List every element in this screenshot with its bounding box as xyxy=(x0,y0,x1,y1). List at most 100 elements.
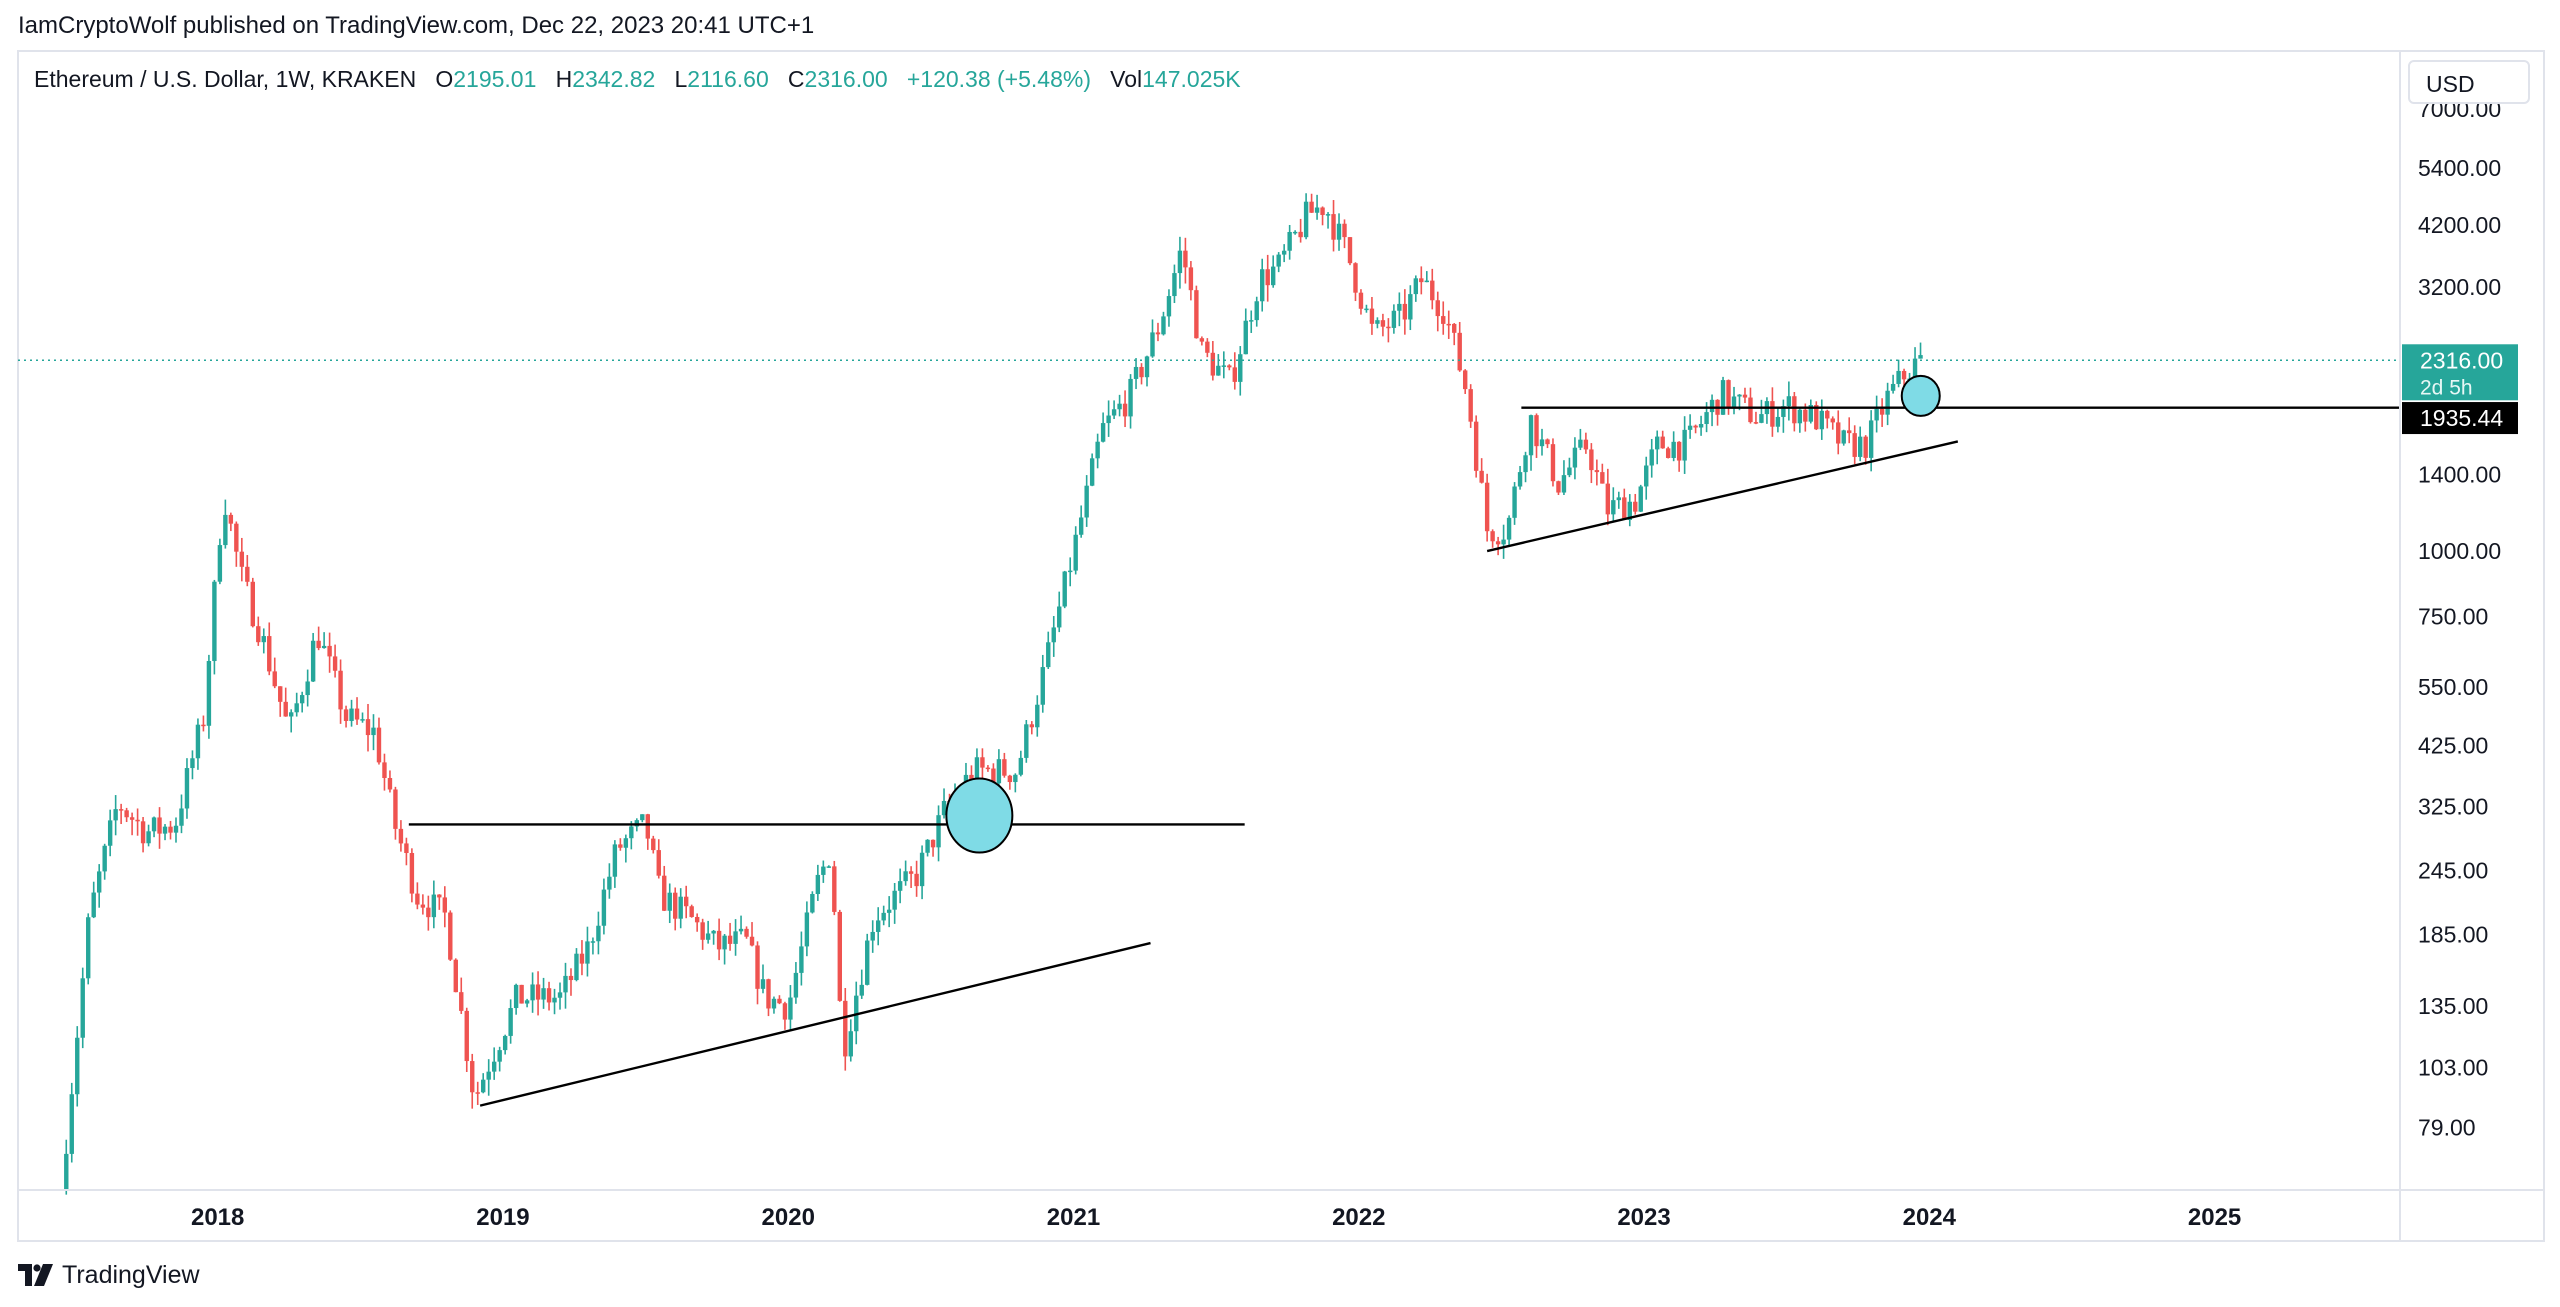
currency-button[interactable]: USD xyxy=(2408,60,2530,104)
candle-body xyxy=(1676,441,1682,461)
candle-body xyxy=(321,645,327,649)
candle-body xyxy=(491,1061,497,1072)
candle-body xyxy=(1375,320,1380,324)
candle-body xyxy=(925,839,930,853)
candle-body xyxy=(272,671,277,687)
candle-body xyxy=(1737,394,1742,397)
candle-body xyxy=(1808,405,1814,422)
candle-body xyxy=(508,1008,513,1036)
candle-body xyxy=(1468,389,1473,422)
candle-body xyxy=(201,724,206,727)
candle-body xyxy=(694,916,700,923)
candle-body xyxy=(365,719,371,736)
candle-body xyxy=(799,946,804,973)
candle-body xyxy=(1660,436,1665,449)
tradingview-brand[interactable]: TradingView xyxy=(18,1258,200,1292)
candle-body xyxy=(1161,316,1166,335)
candle-body xyxy=(711,930,716,934)
tradingview-logo-icon xyxy=(18,1264,53,1286)
candle-body xyxy=(1830,418,1835,423)
candle-body xyxy=(1358,292,1364,309)
time-tick-label: 2020 xyxy=(762,1204,815,1231)
candle-body xyxy=(574,953,579,981)
candle-body xyxy=(1479,470,1484,483)
candle-body xyxy=(387,778,393,790)
candle-body xyxy=(1210,352,1216,376)
candle-body xyxy=(332,656,338,671)
candle-body xyxy=(519,984,524,1004)
candle-body xyxy=(1698,424,1704,428)
candle-body xyxy=(299,695,305,704)
legend-symbol[interactable]: Ethereum / U.S. Dollar, 1W, KRAKEN xyxy=(34,66,417,92)
candle-body xyxy=(1589,449,1594,471)
candle-body xyxy=(1380,320,1386,327)
candle-body xyxy=(1605,483,1611,515)
candle-body xyxy=(1078,517,1084,535)
candle-body xyxy=(991,768,996,784)
candle-body xyxy=(1655,436,1660,450)
candle-body xyxy=(267,636,272,672)
candle-body xyxy=(382,762,387,779)
candle-body xyxy=(563,975,568,993)
candle-body xyxy=(1874,408,1879,421)
legend-volume-label: Vol xyxy=(1110,66,1143,92)
candle-body xyxy=(1495,541,1501,545)
candle-body xyxy=(1852,433,1857,457)
candle-body xyxy=(64,1153,69,1190)
candle-body xyxy=(1665,448,1671,458)
price-and-time-axes: 7000.005400.004200.003200.001400.001000.… xyxy=(18,52,2544,1240)
candle-body xyxy=(1879,408,1885,415)
candle-body xyxy=(1122,403,1128,417)
candle-body xyxy=(629,826,634,839)
candle-body xyxy=(1545,439,1550,445)
last-price-badge xyxy=(2402,344,2518,401)
candle-body xyxy=(1331,214,1336,240)
price-tick-label: 245.00 xyxy=(2418,857,2488,883)
candle-body xyxy=(1693,425,1698,428)
candle-body xyxy=(1298,231,1303,238)
price-tick-label: 1400.00 xyxy=(2418,462,2501,488)
candle-body xyxy=(645,814,650,839)
candle-body xyxy=(1446,323,1451,326)
candle-body xyxy=(1512,486,1517,518)
candle-body xyxy=(1007,775,1013,783)
candle-body xyxy=(1622,497,1627,520)
candle-body xyxy=(1462,370,1468,390)
candle-body xyxy=(442,897,448,913)
price-tick-label: 103.00 xyxy=(2418,1054,2488,1080)
candle-body xyxy=(777,998,782,1004)
candle-body xyxy=(810,894,815,913)
candle-body xyxy=(546,988,552,1003)
candle-body xyxy=(1183,250,1188,268)
candle-body xyxy=(1139,366,1144,378)
candle-body xyxy=(541,988,546,1000)
candle-body xyxy=(530,984,535,1001)
candle-body xyxy=(782,1003,788,1020)
legend-close-value: 2316.00 xyxy=(804,66,888,92)
legend-open-value: 2195.01 xyxy=(453,66,537,92)
candle-body xyxy=(91,892,96,918)
candle-body xyxy=(338,670,343,710)
candle-body xyxy=(1561,475,1567,493)
candle-body xyxy=(1473,421,1479,471)
candle-body xyxy=(86,917,91,979)
candle-body xyxy=(497,1050,502,1062)
candle-body xyxy=(190,758,195,769)
legend-high-value: 2342.82 xyxy=(572,66,656,92)
candle-body xyxy=(804,912,810,947)
candle-body xyxy=(206,661,212,726)
time-tick-label: 2021 xyxy=(1047,1204,1100,1231)
candle-body xyxy=(919,852,925,887)
candle-body xyxy=(129,817,135,820)
candle-body xyxy=(453,959,458,993)
candle-body xyxy=(1336,223,1342,240)
candle-body xyxy=(886,909,892,913)
candle-body xyxy=(941,800,947,816)
candle-body xyxy=(283,701,288,717)
candle-body xyxy=(305,681,310,696)
candle-body xyxy=(289,712,294,717)
candle-body xyxy=(1517,472,1523,487)
candle-body xyxy=(1062,571,1067,607)
candle-body xyxy=(1792,396,1797,424)
